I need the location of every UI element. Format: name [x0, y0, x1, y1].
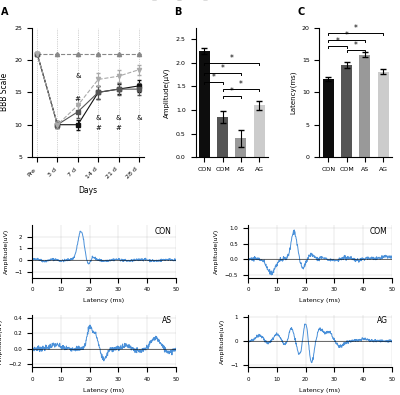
Bar [236, 138, 246, 157]
Y-axis label: Amplitude(uV): Amplitude(uV) [214, 229, 219, 274]
Text: &: & [116, 115, 121, 121]
Text: #: # [116, 125, 122, 131]
Text: *: * [221, 64, 224, 73]
Text: &: & [75, 73, 81, 79]
X-axis label: Days: Days [78, 186, 98, 195]
Text: *: * [239, 80, 243, 89]
Text: &: & [136, 115, 142, 121]
Y-axis label: BBB Scale: BBB Scale [0, 73, 9, 111]
Text: COM: COM [370, 227, 388, 235]
Bar [378, 71, 389, 157]
X-axis label: Latency (ms): Latency (ms) [300, 298, 340, 303]
Text: *: * [354, 24, 358, 34]
Text: *: * [212, 73, 216, 82]
Y-axis label: Amplitude(uV): Amplitude(uV) [220, 318, 224, 364]
Text: A: A [1, 7, 8, 17]
Y-axis label: Amplitude(μV): Amplitude(μV) [164, 67, 170, 118]
Text: *: * [354, 41, 358, 50]
Text: #: # [75, 96, 81, 102]
Text: #: # [95, 125, 101, 131]
Text: *: * [230, 87, 234, 96]
Bar [217, 117, 228, 157]
X-axis label: Latency (ms): Latency (ms) [84, 298, 124, 303]
Y-axis label: Amplitude(uV): Amplitude(uV) [0, 318, 3, 364]
Bar [341, 65, 352, 157]
Text: CON: CON [155, 227, 172, 235]
Text: &: & [96, 115, 101, 121]
Text: *: * [345, 31, 348, 40]
Bar [199, 51, 210, 157]
Bar [323, 79, 334, 157]
Text: *: * [230, 55, 234, 64]
X-axis label: Latency (ms): Latency (ms) [300, 387, 340, 393]
Text: AG: AG [377, 316, 388, 325]
Legend: CON, COM, AS, AG: CON, COM, AS, AG [148, 0, 241, 2]
Text: AS: AS [162, 316, 172, 325]
Bar [359, 55, 370, 157]
Text: C: C [298, 7, 305, 17]
Text: B: B [174, 7, 181, 17]
Bar [254, 105, 265, 157]
Text: *: * [336, 38, 339, 47]
X-axis label: Latency (ms): Latency (ms) [84, 387, 124, 393]
Y-axis label: Amplitude(uV): Amplitude(uV) [4, 229, 8, 274]
Y-axis label: Latency(ms): Latency(ms) [290, 71, 296, 114]
